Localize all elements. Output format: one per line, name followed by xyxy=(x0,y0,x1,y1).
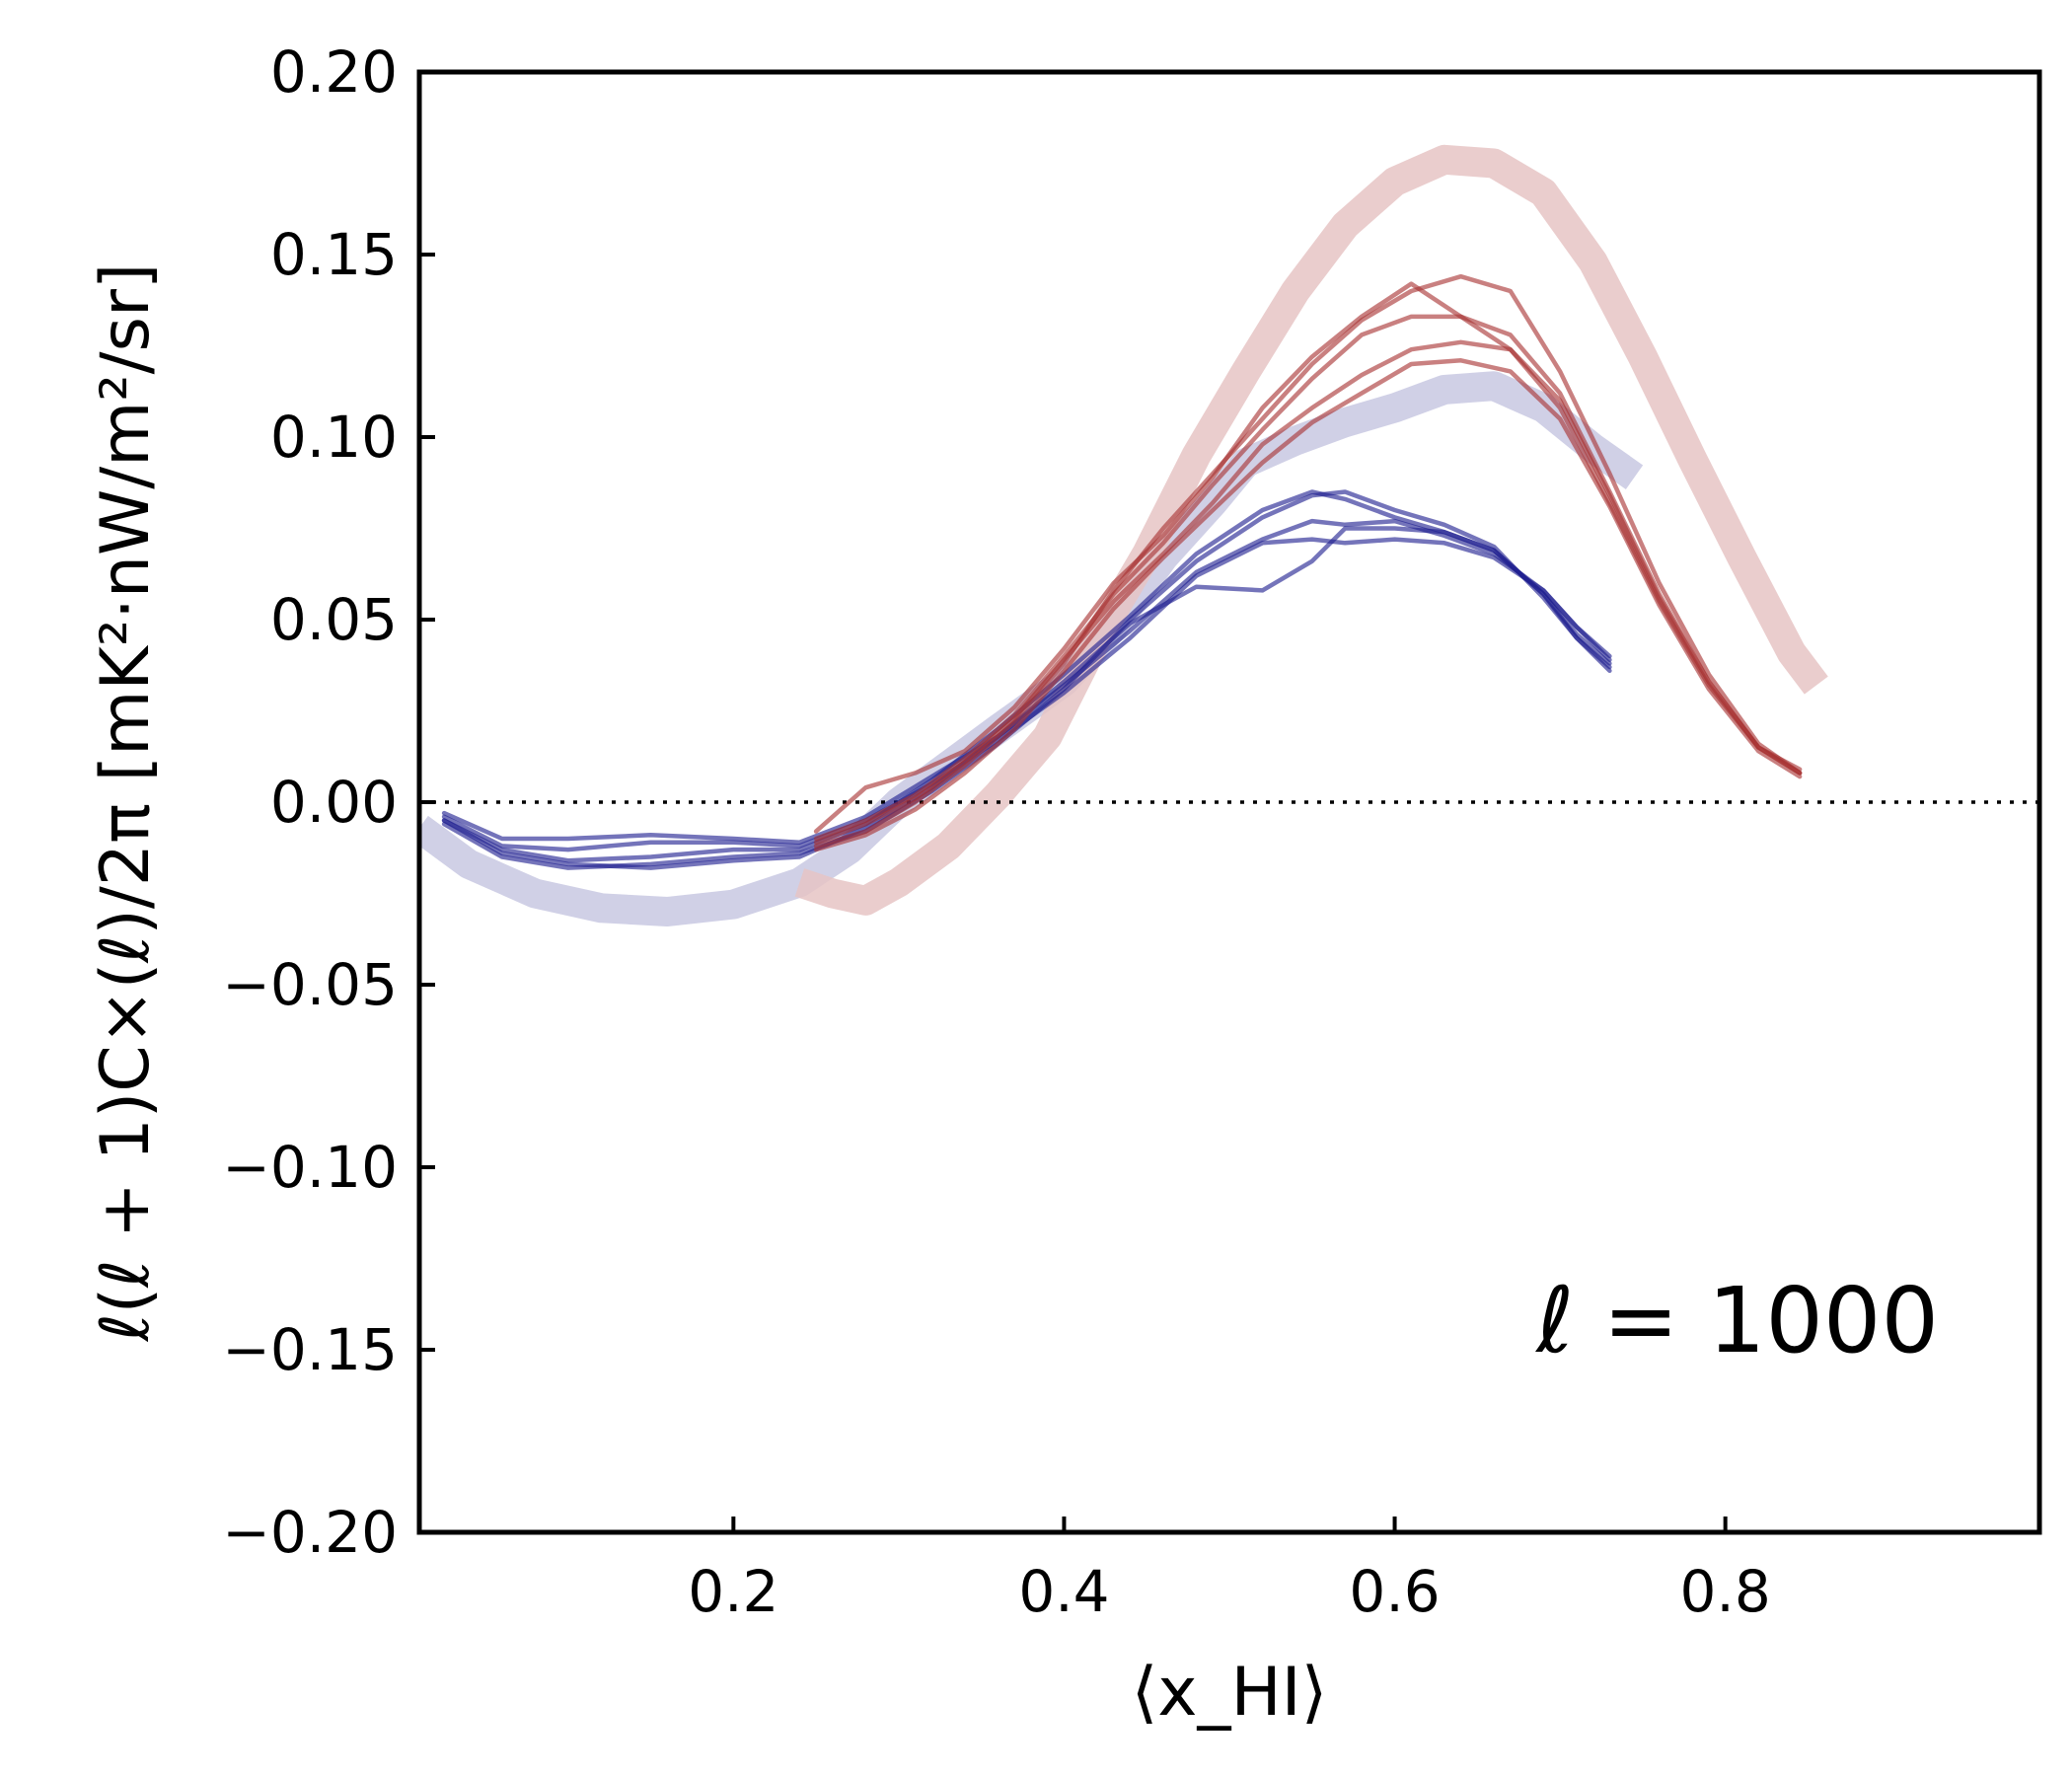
x-axis-title: ⟨x_HI⟩ xyxy=(1132,1654,1328,1732)
series-red-band xyxy=(794,144,1828,916)
y-tick-label: 0.15 xyxy=(270,221,398,288)
x-axis: 0.2 0.4 0.6 0.8 xyxy=(688,1517,1771,1625)
series-blue-4 xyxy=(441,537,1612,852)
y-tick-label: 0.00 xyxy=(270,769,398,836)
y-tick-label: −0.20 xyxy=(222,1499,398,1566)
series-red-1 xyxy=(813,273,1803,849)
y-tick-label: 0.10 xyxy=(270,404,398,471)
x-tick-label: 0.4 xyxy=(1018,1558,1109,1625)
x-tick-label: 0.6 xyxy=(1349,1558,1440,1625)
series-blue-5 xyxy=(441,526,1612,870)
series-blue-3 xyxy=(441,489,1612,870)
y-tick-label: −0.15 xyxy=(222,1316,398,1383)
series-red-4 xyxy=(813,339,1803,845)
y-tick-label: −0.10 xyxy=(222,1134,398,1201)
series-red-5 xyxy=(813,358,1803,852)
y-axis: −0.20 −0.15 −0.10 −0.05 0.00 0.05 0.10 0.15 0.20 xyxy=(222,38,435,1566)
series-blue-1 xyxy=(441,518,1612,845)
ell-annotation: ℓ = 1000 xyxy=(1534,1268,1939,1373)
y-tick-label: −0.05 xyxy=(222,951,398,1018)
line-layer xyxy=(441,273,1803,870)
y-tick-label: 0.20 xyxy=(270,38,398,106)
x-tick-label: 0.8 xyxy=(1680,1558,1771,1625)
x-tick-label: 0.2 xyxy=(688,1558,778,1625)
y-axis-title: ℓ(ℓ + 1)C×(ℓ)/2π [mK²·nW/m²/sr] xyxy=(87,263,165,1343)
y-tick-label: 0.05 xyxy=(270,586,398,653)
